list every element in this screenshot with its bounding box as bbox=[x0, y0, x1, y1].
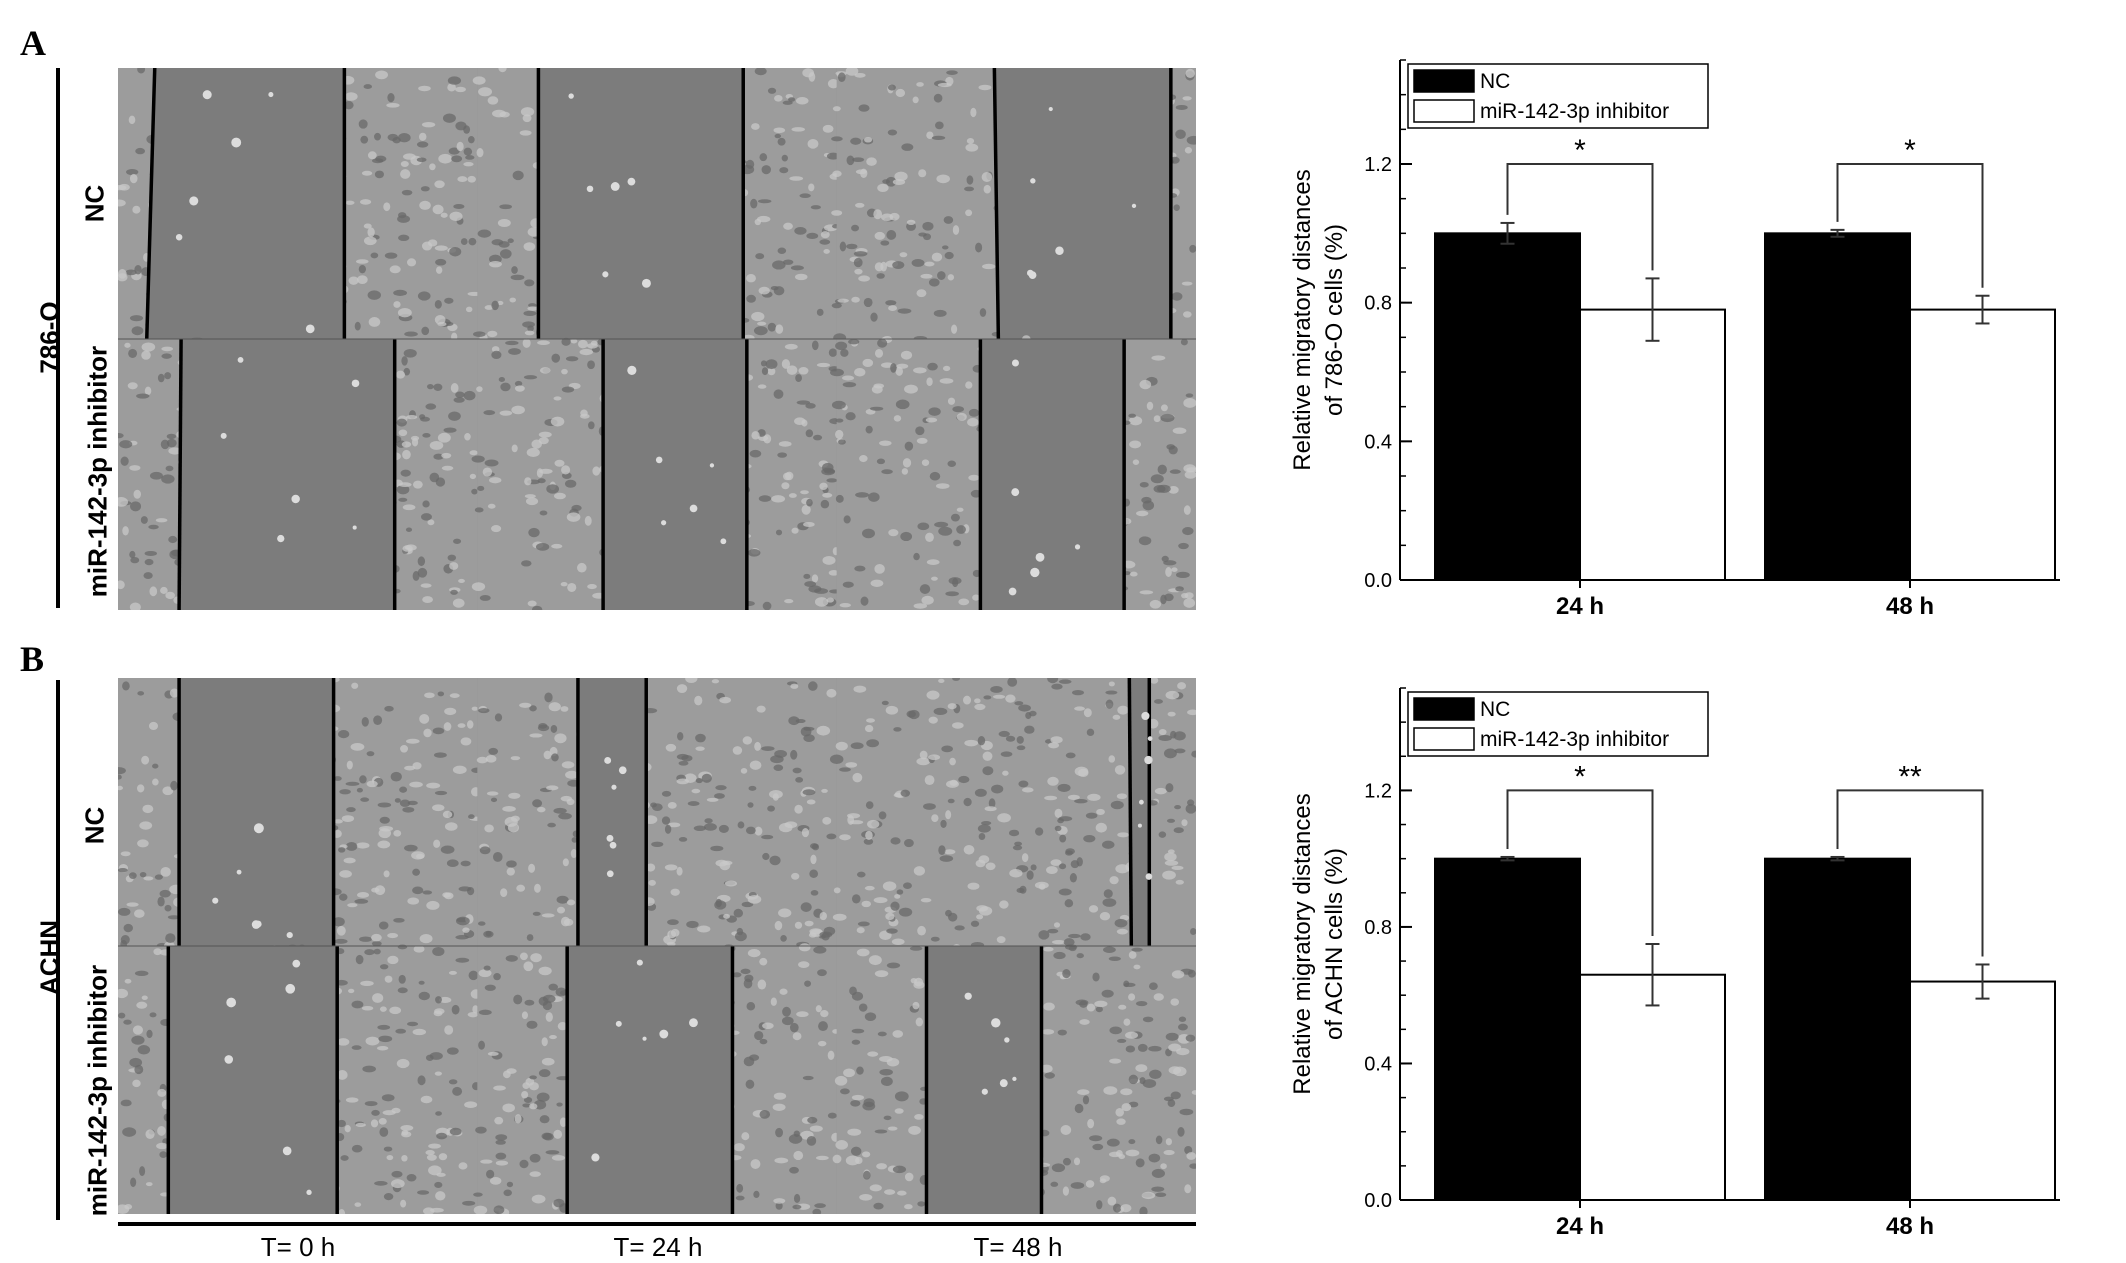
x-tick-label: 24 h bbox=[1556, 593, 1604, 620]
y-axis-label: Relative migratory distances bbox=[1289, 169, 1316, 470]
panel-letter-b: B bbox=[20, 639, 45, 679]
legend-swatch bbox=[1413, 697, 1475, 721]
wound-gap bbox=[577, 678, 647, 946]
wound-edge-line bbox=[177, 338, 183, 610]
bar-nc bbox=[1764, 232, 1911, 581]
bar-nc bbox=[1764, 857, 1911, 1202]
bar-nc bbox=[1434, 857, 1581, 1202]
wound-gap bbox=[980, 339, 1125, 610]
x-tick-label: 24 h bbox=[1556, 1213, 1604, 1240]
panel-letter-a: A bbox=[20, 23, 46, 63]
bar-nc bbox=[1434, 232, 1581, 581]
y-tick-label: 0.8 bbox=[1364, 917, 1392, 939]
legend-label: miR-142-3p inhibitor bbox=[1480, 100, 1669, 123]
legend: NC miR-142-3p inhibitor bbox=[1407, 63, 1709, 129]
panel-b-bracket bbox=[56, 680, 60, 1220]
legend-label: NC bbox=[1480, 698, 1510, 721]
y-tick-label: 0.4 bbox=[1364, 1053, 1392, 1075]
panel-a-row-label-inhibitor: miR-142-3p inhibitor bbox=[82, 345, 113, 598]
y-axis-label: Relative migratory distances bbox=[1289, 793, 1316, 1094]
wound-edge-line bbox=[992, 68, 1001, 340]
panel-a-micrograph-grid bbox=[118, 68, 1196, 610]
wound-gap bbox=[146, 68, 345, 339]
x-tick-label: 48 h bbox=[1886, 1213, 1934, 1240]
y-axis-label: of 786-O cells (%) bbox=[1321, 224, 1348, 416]
y-tick-label: 1.2 bbox=[1364, 154, 1392, 176]
panel-a-wound-healing-image bbox=[118, 68, 1196, 610]
panel-b-row-label-inhibitor: miR-142-3p inhibitor bbox=[82, 964, 113, 1217]
panel-a-bracket bbox=[56, 68, 60, 608]
panel-a-row-label-nc: NC bbox=[79, 184, 110, 223]
wound-gap bbox=[1129, 678, 1150, 946]
wound-gap bbox=[538, 68, 744, 339]
y-tick-label: 0.8 bbox=[1364, 293, 1392, 315]
significance-marker: ** bbox=[1898, 760, 1922, 793]
panel-b-row-label-nc: NC bbox=[79, 806, 110, 845]
bar-mir-142-3p-inhibitor bbox=[1579, 973, 1726, 1201]
panel-a-cell-line-label: 786-O bbox=[34, 301, 65, 374]
legend-swatch bbox=[1413, 69, 1475, 93]
wound-gap bbox=[567, 946, 733, 1214]
legend-label: NC bbox=[1480, 70, 1510, 93]
significance-marker: * bbox=[1574, 134, 1586, 167]
time-label-48h: T= 48 h bbox=[973, 1232, 1063, 1262]
legend-swatch bbox=[1413, 727, 1475, 751]
wound-gap bbox=[179, 678, 334, 946]
significance-bracket bbox=[1506, 789, 1654, 936]
wound-edge-line bbox=[1127, 678, 1134, 947]
significance-marker: * bbox=[1574, 760, 1586, 793]
time-label-24h: T= 24 h bbox=[613, 1232, 703, 1262]
y-tick-label: 0.0 bbox=[1364, 570, 1392, 592]
panel-b-micrograph-grid bbox=[118, 678, 1196, 1214]
y-axis-label: of ACHN cells (%) bbox=[1321, 848, 1348, 1040]
significance-bracket bbox=[1836, 789, 1984, 957]
time-label-0h: T= 0 h bbox=[260, 1232, 336, 1262]
wound-gap bbox=[179, 339, 395, 610]
y-tick-label: 0.0 bbox=[1364, 1190, 1392, 1212]
wound-gap bbox=[168, 946, 338, 1214]
x-tick-label: 48 h bbox=[1886, 593, 1934, 620]
legend-label: miR-142-3p inhibitor bbox=[1480, 728, 1669, 751]
y-tick-label: 1.2 bbox=[1364, 780, 1392, 802]
chart-achn: 0.0 0.4 0.8 1.2 Relative migratory distances… bbox=[1289, 687, 2060, 1240]
wound-edge-line bbox=[144, 68, 157, 340]
bar-mir-142-3p-inhibitor bbox=[1579, 308, 1726, 581]
panel-b-wound-healing-image bbox=[118, 678, 1196, 1214]
cell-monolayer bbox=[476, 678, 837, 948]
wound-gap bbox=[926, 946, 1042, 1214]
bar-mir-142-3p-inhibitor bbox=[1909, 308, 2056, 581]
significance-bracket bbox=[1836, 163, 1984, 288]
legend-swatch bbox=[1413, 99, 1475, 123]
wound-gap bbox=[603, 339, 747, 610]
significance-marker: * bbox=[1904, 134, 1916, 167]
legend: NC miR-142-3p inhibitor bbox=[1407, 691, 1709, 757]
time-axis-line bbox=[118, 1222, 1196, 1226]
significance-bracket bbox=[1506, 163, 1654, 271]
y-tick-label: 0.4 bbox=[1364, 431, 1392, 453]
bar-mir-142-3p-inhibitor bbox=[1909, 980, 2056, 1201]
panel-b-cell-line-label: ACHN bbox=[34, 919, 65, 996]
wound-gap bbox=[994, 68, 1171, 339]
chart-786o: 0.0 0.4 0.8 1.2 Relative migratory distances… bbox=[1289, 59, 2060, 620]
